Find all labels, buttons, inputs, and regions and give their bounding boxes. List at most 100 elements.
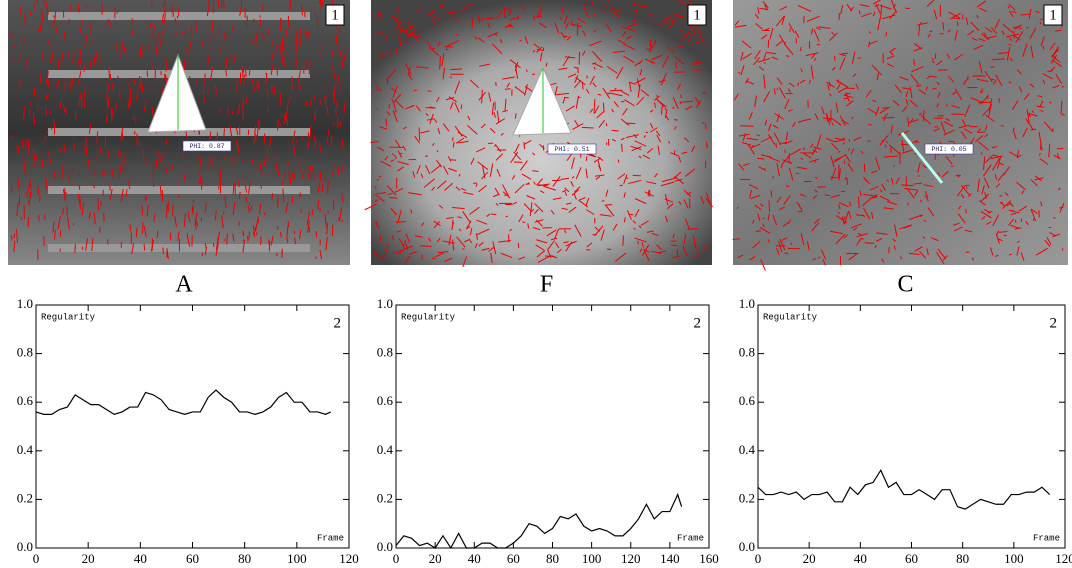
y-tick-label: 0.2 — [377, 490, 393, 505]
y-tick-label: 0.0 — [739, 539, 755, 554]
flow-vector — [791, 243, 792, 245]
flow-vector — [838, 152, 841, 153]
flow-vector — [1062, 248, 1063, 250]
x-tick-label: 0 — [755, 551, 762, 566]
flow-vector — [37, 105, 38, 109]
flow-vector — [224, 157, 225, 160]
flow-vector — [235, 183, 236, 195]
flow-vector — [203, 83, 204, 95]
flow-vector — [230, 55, 231, 59]
flow-vector — [315, 109, 316, 121]
x-tick-label: 120 — [1055, 551, 1072, 566]
flow-vector — [606, 123, 607, 126]
flow-vector — [55, 175, 56, 178]
flow-vector — [213, 243, 214, 247]
flow-vector — [334, 92, 335, 102]
y-tick-label: 0.8 — [17, 345, 33, 360]
y-tick-label: 1.0 — [17, 296, 33, 311]
flow-vector — [843, 138, 845, 139]
phi-label: PHI: 0.05 — [931, 146, 966, 153]
image-panel: 1PHI: 0.05C — [733, 0, 1068, 298]
flow-vector — [370, 142, 378, 143]
flow-vector — [703, 92, 704, 94]
flow-vector — [646, 132, 648, 133]
y-tick-label: 1.0 — [377, 296, 393, 311]
x-tick-label: 0 — [33, 551, 40, 566]
flow-vector — [142, 205, 143, 215]
y-tick-label: 0.6 — [377, 393, 394, 408]
y-tick-label: 0.2 — [17, 490, 33, 505]
flow-vector — [602, 201, 605, 202]
y-tick-label: 0.2 — [739, 490, 755, 505]
flow-vector — [844, 161, 845, 164]
chart-title: Regularity — [763, 312, 818, 322]
flow-vector — [536, 16, 542, 17]
flow-vector — [293, 170, 294, 180]
flow-vector — [978, 132, 986, 133]
flow-vector — [246, 70, 247, 77]
flow-vector — [247, 16, 248, 29]
flow-vector — [11, 235, 12, 240]
flow-vector — [50, 57, 51, 63]
flow-vector — [50, 111, 51, 114]
chart-tag: 2 — [334, 315, 342, 331]
panel-label: F — [540, 272, 553, 298]
flow-vector — [916, 85, 918, 86]
flow-vector — [491, 214, 496, 215]
flow-vector — [281, 232, 282, 237]
tag: 1 — [693, 7, 701, 23]
flow-vector — [1034, 218, 1035, 221]
flow-vector — [221, 110, 222, 114]
flow-vector — [219, 48, 220, 57]
flow-vector — [308, 32, 309, 37]
flow-vector — [157, 230, 158, 237]
flow-vector — [91, 23, 92, 35]
flow-vector — [431, 48, 435, 49]
flow-vector — [317, 56, 318, 60]
flow-vector — [860, 238, 863, 239]
flow-vector — [185, 30, 186, 33]
flow-vector — [633, 229, 635, 230]
flow-vector — [75, 244, 76, 253]
chart-title: Regularity — [401, 312, 456, 322]
chart: 0.00.20.40.60.81.0020406080100120Regular… — [739, 296, 1072, 566]
stair-step — [48, 186, 310, 194]
x-tick-label: 20 — [429, 551, 442, 566]
y-tick-label: 0.4 — [17, 442, 34, 457]
x-tick-label: 80 — [238, 551, 251, 566]
x-tick-label: 80 — [546, 551, 559, 566]
flow-vector — [202, 180, 203, 190]
flow-vector — [48, 40, 49, 44]
flow-vector — [534, 16, 535, 21]
y-tick-label: 0.8 — [377, 345, 393, 360]
x-tick-label: 80 — [956, 551, 969, 566]
flow-vector — [219, 186, 220, 190]
flow-vector — [628, 214, 633, 215]
x-tick-label: 100 — [1004, 551, 1024, 566]
x-tick-label: 60 — [186, 551, 199, 566]
flow-vector — [998, 53, 1001, 54]
flow-vector — [505, 89, 511, 90]
x-axis-label: Frame — [677, 533, 704, 543]
x-tick-label: 60 — [507, 551, 520, 566]
x-tick-label: 40 — [468, 551, 481, 566]
x-tick-label: 40 — [134, 551, 147, 566]
flow-vector — [246, 197, 247, 203]
x-tick-label: 60 — [905, 551, 918, 566]
flow-vector — [428, 91, 432, 92]
plot-frame — [36, 305, 349, 548]
chart: 0.00.20.40.60.81.0020406080100120Regular… — [17, 296, 359, 566]
flow-vector — [193, 205, 194, 211]
phi-label: PHI: 0.87 — [189, 143, 224, 150]
flow-vector — [44, 236, 45, 245]
flow-vector — [199, 180, 200, 184]
image-panel: 1PHI: 0.51F — [365, 0, 713, 298]
flow-vector — [220, 171, 221, 178]
flow-vector — [935, 54, 936, 59]
flow-vector — [257, 34, 258, 48]
tag: 1 — [1049, 7, 1057, 23]
flow-vector — [774, 88, 775, 94]
flow-vector — [143, 149, 144, 161]
flow-vector — [482, 18, 483, 21]
flow-vector — [205, 73, 206, 81]
